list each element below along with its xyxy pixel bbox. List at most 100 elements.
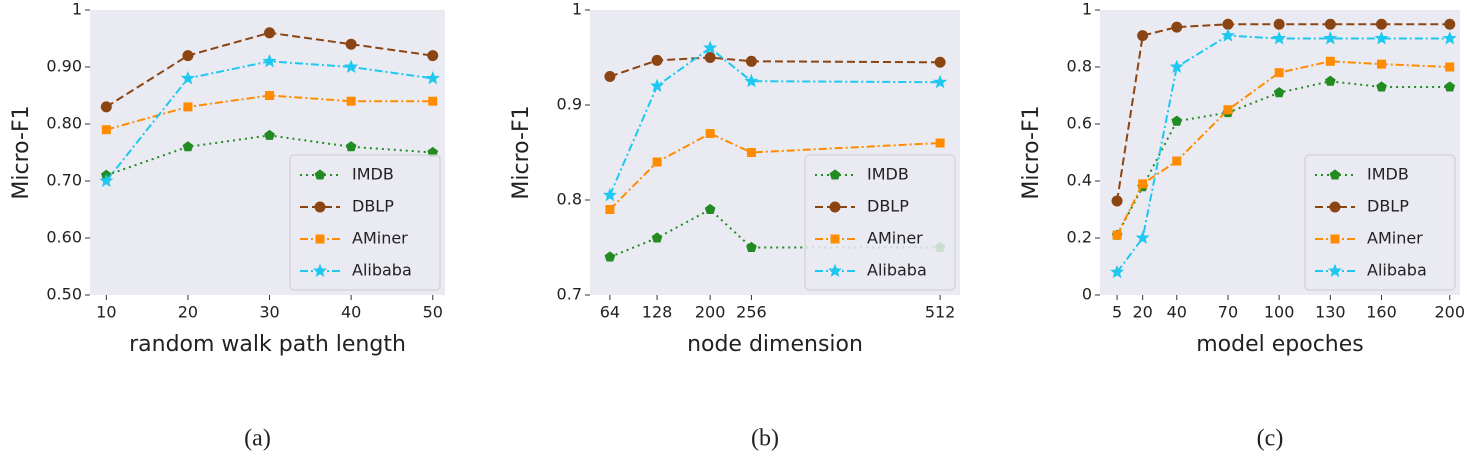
- y-tick-label: 0.9: [557, 95, 582, 114]
- x-tick-label: 70: [1218, 303, 1238, 322]
- series-line: [1116, 34, 1450, 273]
- marker: [651, 54, 663, 66]
- x-tick-label: 200: [695, 303, 726, 322]
- legend-label: DBLP: [352, 197, 394, 216]
- marker: [746, 241, 757, 252]
- marker: [651, 232, 663, 243]
- legend-marker: [829, 169, 841, 180]
- x-tick-label: 160: [1366, 303, 1397, 322]
- marker: [1442, 31, 1457, 45]
- marker: [934, 56, 946, 68]
- marker: [1325, 56, 1335, 66]
- y-axis-label: Micro-F1: [9, 105, 34, 199]
- marker: [1137, 30, 1149, 42]
- marker: [1273, 18, 1285, 30]
- x-tick-label: 64: [600, 303, 620, 322]
- x-tick-label: 20: [178, 303, 198, 322]
- legend-marker: [1328, 263, 1342, 278]
- legend-label: Alibaba: [867, 261, 927, 280]
- y-axis-label: Micro-F1: [509, 105, 534, 199]
- marker: [1324, 18, 1336, 30]
- marker: [1376, 81, 1387, 92]
- x-axis-label: node dimension: [687, 332, 863, 357]
- legend-box: [1304, 154, 1456, 291]
- x-tick-label: 256: [736, 303, 767, 322]
- y-tick-label: 1: [572, 0, 582, 19]
- marker: [744, 73, 759, 88]
- legend-label: DBLP: [1367, 197, 1409, 216]
- marker: [704, 203, 716, 214]
- legend-marker: [1329, 201, 1341, 213]
- marker: [345, 141, 357, 152]
- legend-label: IMDB: [867, 165, 909, 184]
- marker: [262, 53, 277, 68]
- x-tick-label: 5: [1112, 303, 1122, 322]
- marker: [1111, 195, 1123, 207]
- marker: [1323, 31, 1338, 45]
- marker: [1444, 81, 1456, 92]
- y-axis-label: Micro-F1: [1019, 105, 1044, 199]
- legend-marker: [315, 234, 325, 244]
- legend-box: [289, 154, 441, 291]
- marker: [428, 96, 438, 106]
- marker: [180, 71, 195, 85]
- y-tick-label: 1: [72, 0, 82, 19]
- y-tick-label: 0.8: [1067, 57, 1092, 76]
- x-axis-label: model epoches: [1196, 332, 1364, 357]
- legend-label: AMiner: [352, 229, 408, 248]
- marker: [745, 55, 757, 67]
- legend-label: Alibaba: [1367, 261, 1427, 280]
- marker: [605, 205, 615, 214]
- legend-marker: [829, 201, 841, 213]
- marker: [265, 91, 275, 100]
- marker: [1274, 68, 1284, 78]
- x-tick-label: 20: [1132, 303, 1152, 322]
- marker: [427, 50, 439, 62]
- marker: [1169, 59, 1184, 74]
- legend-marker: [1329, 169, 1341, 180]
- y-tick-label: 0.7: [557, 285, 582, 304]
- y-tick-label: 0.8: [557, 190, 582, 209]
- marker: [1445, 62, 1455, 72]
- caption: (b): [751, 426, 779, 452]
- y-tick-label: 0.4: [1067, 171, 1092, 190]
- marker: [425, 71, 440, 85]
- x-tick-label: 130: [1315, 303, 1346, 322]
- marker: [1377, 59, 1387, 69]
- marker: [704, 52, 716, 63]
- x-tick-label: 40: [1167, 303, 1187, 322]
- marker: [1172, 156, 1182, 166]
- marker: [705, 129, 715, 138]
- marker: [1112, 230, 1122, 240]
- marker: [1171, 115, 1183, 126]
- x-tick-label: 128: [642, 303, 673, 322]
- y-tick-label: 0.60: [46, 228, 82, 247]
- marker: [935, 138, 945, 148]
- y-tick-label: 0.6: [1067, 114, 1092, 133]
- legend-marker: [830, 234, 840, 244]
- legend-label: IMDB: [352, 165, 394, 184]
- marker: [345, 38, 357, 50]
- marker: [703, 40, 718, 55]
- legend-marker: [313, 263, 327, 278]
- marker: [100, 101, 112, 113]
- x-tick-label: 512: [925, 303, 956, 322]
- marker: [1110, 264, 1125, 279]
- legend-marker: [1330, 234, 1340, 244]
- marker: [346, 96, 356, 106]
- marker: [1272, 31, 1287, 45]
- legend-label: AMiner: [1367, 229, 1423, 248]
- x-tick-label: 10: [96, 303, 116, 322]
- marker: [1138, 179, 1148, 189]
- marker: [652, 157, 662, 167]
- marker: [1171, 21, 1183, 33]
- series-line: [608, 46, 941, 196]
- marker: [650, 78, 665, 93]
- marker: [604, 71, 616, 82]
- marker: [183, 102, 193, 112]
- legend-marker: [314, 169, 326, 180]
- marker: [1325, 75, 1336, 86]
- marker: [604, 251, 616, 262]
- marker: [1444, 18, 1456, 30]
- marker: [99, 173, 114, 188]
